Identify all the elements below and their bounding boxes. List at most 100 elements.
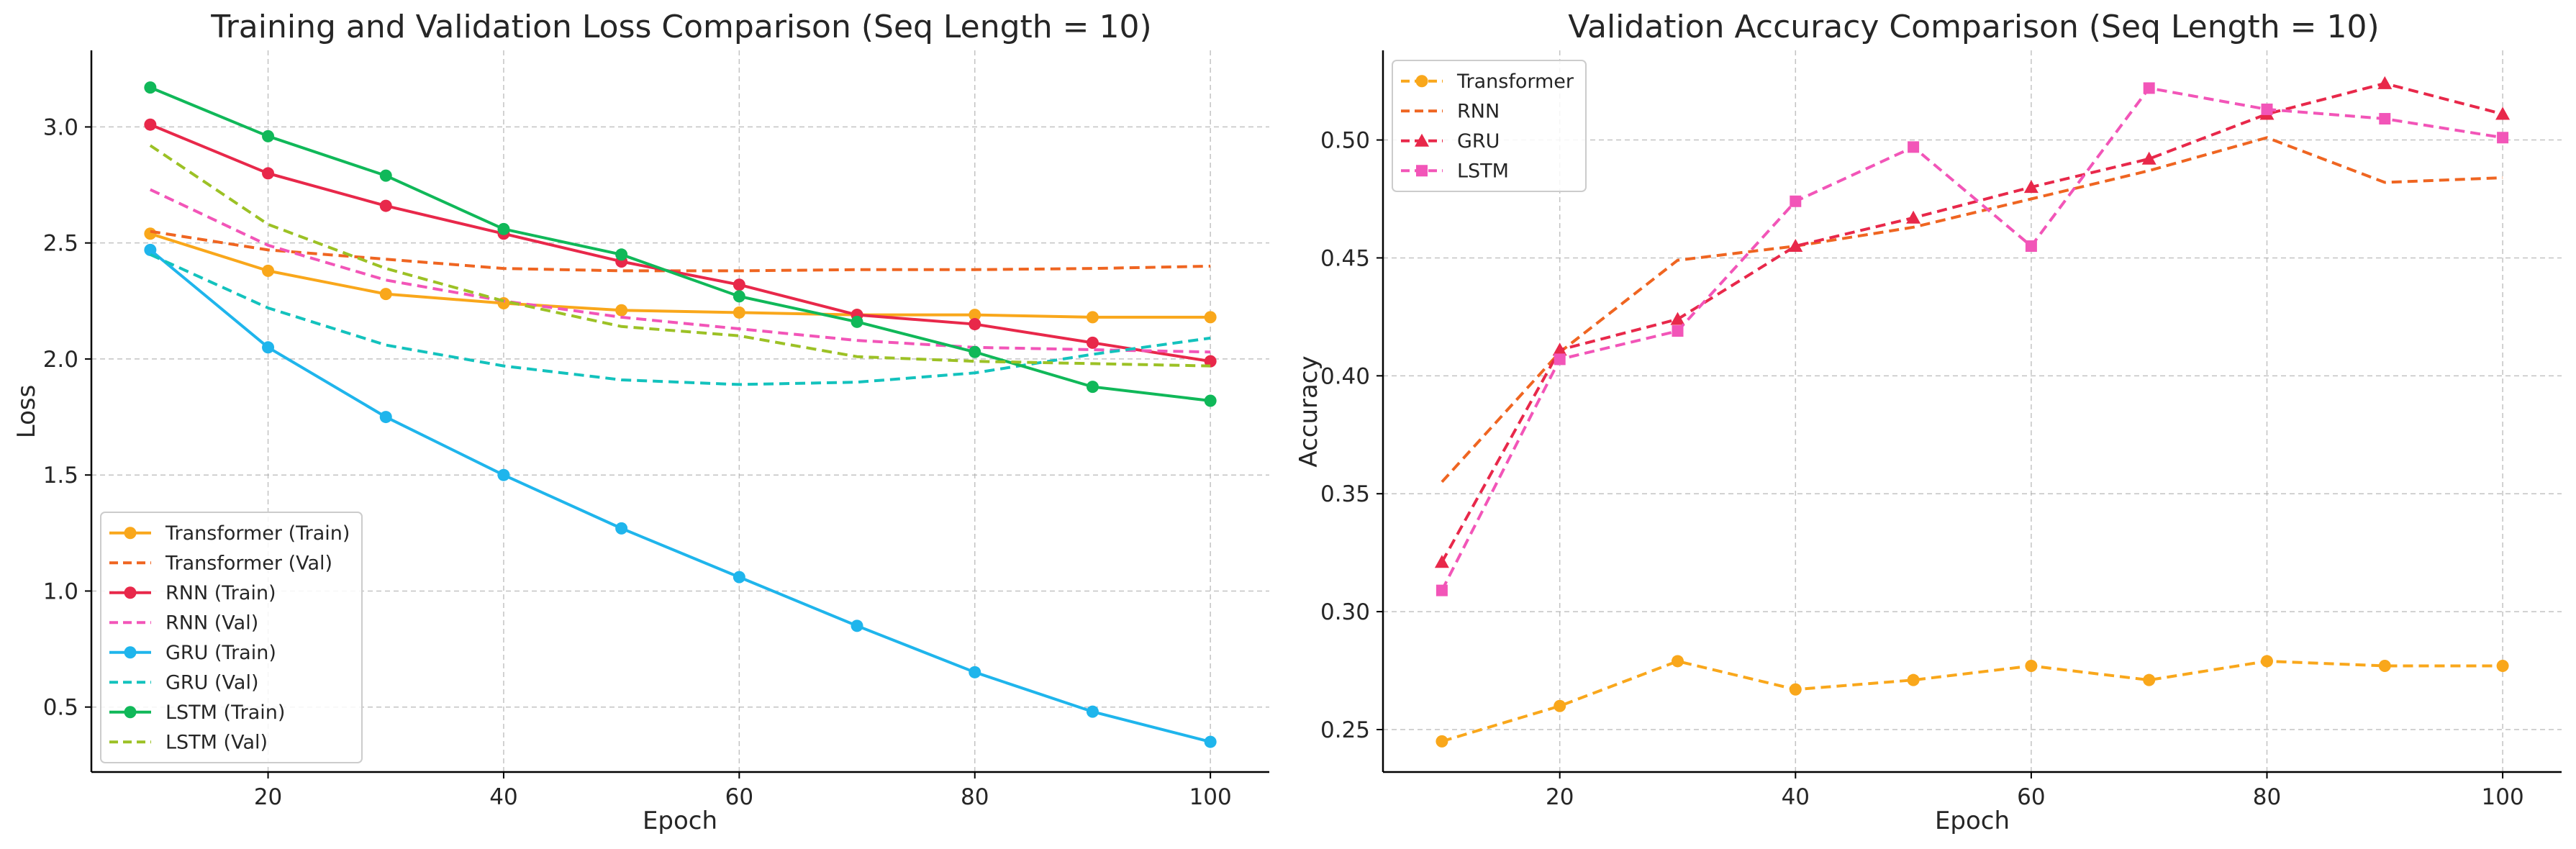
loss-point-transformer-train — [969, 309, 981, 322]
loss-point-gru-train — [497, 468, 510, 481]
loss-point-gru-train — [969, 666, 981, 678]
loss-point-rnn-train — [379, 199, 392, 212]
accuracy-point-lstm — [1554, 353, 1566, 366]
accuracy-point-lstm — [2379, 113, 2391, 125]
loss-line-lstm-val — [149, 144, 1211, 368]
loss-ticks: 20 40 60 80 100 0.5 1.0 1.5 2.0 2.5 3.0 — [43, 114, 1232, 810]
loss-x-tick-label: 60 — [725, 784, 753, 810]
accuracy-x-tick-label: 60 — [2017, 784, 2045, 810]
loss-legend-entry-transformer-train: Transformer (Train) — [109, 522, 350, 545]
accuracy-point-gru — [2023, 180, 2038, 194]
legend-label: LSTM (Train) — [165, 702, 285, 724]
legend-swatch-marker — [124, 646, 137, 659]
accuracy-point-lstm — [2143, 82, 2155, 94]
loss-point-rnn-train — [262, 167, 275, 180]
legend-label: Transformer — [1456, 71, 1574, 93]
accuracy-legend: Transformer RNN GRU LSTM — [1392, 60, 1587, 192]
legend-swatch-marker — [124, 527, 137, 540]
loss-point-gru-train — [144, 243, 157, 256]
accuracy-series-gru — [1434, 76, 2511, 568]
loss-x-tick-label: 40 — [489, 784, 517, 810]
accuracy-y-tick-label: 0.35 — [1320, 481, 1370, 507]
accuracy-legend-frame — [1392, 60, 1587, 192]
accuracy-point-gru — [2495, 106, 2511, 120]
loss-line-lstm-train — [150, 86, 1211, 402]
accuracy-line-rnn — [1441, 136, 2503, 483]
accuracy-gridlines — [1383, 50, 2562, 772]
accuracy-legend-entry-gru: GRU — [1401, 130, 1500, 153]
loss-legend-entry-gru-train: GRU (Train) — [109, 642, 276, 664]
accuracy-x-tick-label: 20 — [1546, 784, 1574, 810]
loss-point-transformer-train — [733, 306, 745, 319]
legend-label: Transformer (Train) — [165, 522, 350, 545]
accuracy-point-transformer — [2378, 660, 2391, 672]
legend-label: GRU (Train) — [165, 642, 276, 664]
accuracy-y-tick-label: 0.25 — [1320, 717, 1370, 743]
loss-line-rnn-val — [149, 188, 1211, 354]
loss-point-gru-train — [1204, 735, 1217, 748]
loss-line-transformer-val — [150, 230, 1211, 273]
accuracy-y-tick-label: 0.50 — [1320, 128, 1370, 154]
accuracy-series-rnn — [1441, 136, 2503, 483]
accuracy-y-tick-label: 0.30 — [1320, 599, 1370, 625]
accuracy-point-lstm — [2261, 103, 2273, 115]
legend-swatch-marker — [124, 706, 137, 719]
loss-series-rnn-val — [149, 188, 1211, 354]
loss-chart: Training and Validation Loss Comparison … — [12, 9, 1269, 835]
loss-y-tick-label: 1.5 — [43, 463, 78, 489]
loss-legend-entry-transformer-val: Transformer (Val) — [109, 552, 332, 574]
loss-point-rnn-train — [1204, 355, 1217, 368]
accuracy-chart: Validation Accuracy Comparison (Seq Leng… — [1294, 9, 2562, 835]
loss-series-gru-train — [144, 243, 1217, 748]
accuracy-point-transformer — [1789, 683, 1802, 696]
accuracy-legend-entry-rnn: RNN — [1401, 100, 1500, 122]
accuracy-x-tick-label: 40 — [1782, 784, 1810, 810]
loss-point-transformer-train — [1086, 311, 1099, 324]
loss-x-axis-label: Epoch — [643, 807, 717, 835]
accuracy-point-transformer — [2496, 660, 2509, 672]
loss-y-tick-label: 2.0 — [43, 347, 78, 373]
loss-point-lstm-train — [497, 222, 510, 235]
loss-point-lstm-train — [262, 130, 275, 142]
accuracy-series-transformer — [1436, 655, 2509, 748]
loss-chart-title: Training and Validation Loss Comparison … — [210, 9, 1151, 45]
loss-point-lstm-train — [379, 169, 392, 182]
loss-legend: Transformer (Train) Transformer (Val) RNN … — [100, 512, 363, 763]
accuracy-point-gru — [2141, 151, 2157, 165]
accuracy-point-lstm — [2025, 240, 2037, 253]
accuracy-x-tick-label: 100 — [2482, 784, 2524, 810]
accuracy-point-transformer — [1436, 735, 1448, 748]
accuracy-point-lstm — [2497, 132, 2509, 144]
loss-legend-entry-rnn-train: RNN (Train) — [109, 582, 276, 604]
accuracy-x-tick-label: 80 — [2253, 784, 2281, 810]
accuracy-y-tick-label: 0.40 — [1320, 363, 1370, 389]
loss-point-rnn-train — [733, 278, 745, 291]
accuracy-point-transformer — [1907, 673, 1920, 686]
accuracy-point-lstm — [1436, 584, 1448, 596]
legend-swatch-marker — [124, 586, 137, 599]
loss-point-rnn-train — [144, 118, 157, 131]
legend-label: LSTM — [1457, 160, 1509, 182]
loss-line-rnn-train — [150, 123, 1211, 363]
loss-point-transformer-train — [615, 304, 628, 317]
loss-point-lstm-train — [969, 345, 981, 358]
accuracy-legend-entry-transformer: Transformer — [1401, 71, 1574, 93]
legend-swatch-marker — [1415, 133, 1429, 147]
loss-point-rnn-train — [969, 318, 981, 331]
loss-point-transformer-train — [144, 227, 157, 240]
legend-swatch-marker — [1415, 75, 1428, 88]
legend-label: LSTM (Val) — [165, 731, 268, 753]
legend-swatch-marker — [1416, 165, 1428, 177]
legend-label: RNN (Val) — [165, 612, 258, 634]
loss-point-gru-train — [262, 341, 275, 354]
accuracy-point-transformer — [1672, 655, 1684, 668]
loss-legend-frame — [100, 512, 363, 763]
accuracy-point-lstm — [1672, 325, 1684, 337]
accuracy-point-transformer — [2261, 655, 2273, 668]
loss-y-tick-label: 0.5 — [43, 695, 78, 721]
loss-x-tick-label: 80 — [961, 784, 989, 810]
loss-x-tick-label: 20 — [254, 784, 282, 810]
accuracy-ticks: 20 40 60 80 100 0.25 0.30 0.35 0.40 0.45 0.50 — [1320, 128, 2524, 810]
loss-point-lstm-train — [615, 248, 628, 261]
